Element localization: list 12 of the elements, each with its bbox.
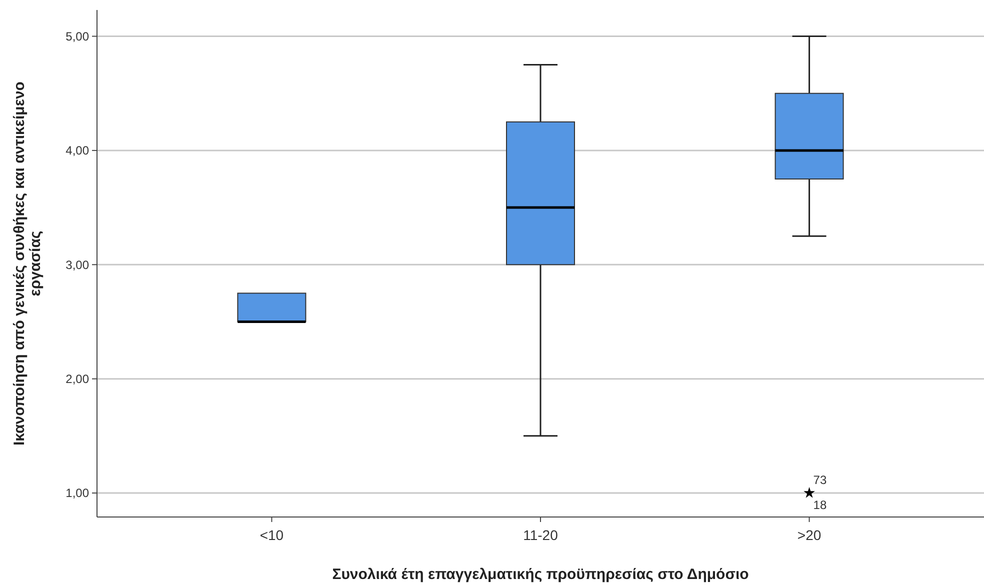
annotation: 73 (813, 473, 827, 488)
y-tick-label: 4,00 (66, 144, 90, 158)
y-axis-title: Ικανοποίηση από γενικές συνθήκες και αντικείμενο εργασίας (11, 82, 44, 446)
x-tick-label: >20 (797, 527, 822, 543)
x-tick-label: 11-20 (523, 527, 558, 543)
y-tick-label: 5,00 (66, 29, 90, 44)
y-tick-label: 3,00 (66, 258, 90, 272)
annotation: 18 (813, 498, 827, 512)
y-tick-label: 1,00 (66, 486, 90, 500)
x-axis-title: Συνολικά έτη επαγγελματικής προϋπηρεσίας στο Δημόσιο (332, 566, 749, 583)
y-tick-label: 2,00 (66, 372, 90, 386)
x-tick-label: <10 (260, 527, 284, 543)
